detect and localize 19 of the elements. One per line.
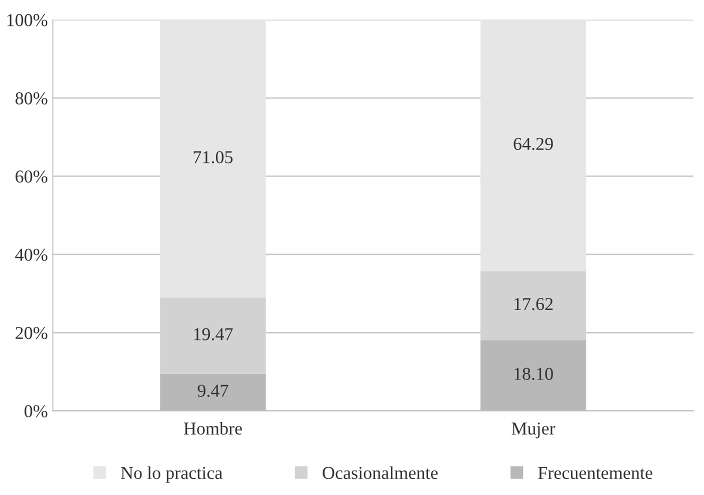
data-label: 71.05 bbox=[194, 151, 233, 164]
data-label: 18.10 bbox=[514, 368, 553, 380]
y-tick-label: 100% bbox=[7, 14, 48, 26]
x-tick-label: Hombre bbox=[184, 422, 242, 435]
x-tick-label: Mujer bbox=[512, 422, 556, 438]
y-tick-label: 80% bbox=[16, 92, 48, 105]
bar bbox=[160, 20, 266, 298]
y-tick-label: 0% bbox=[24, 405, 48, 418]
legend-label: No lo practica bbox=[120, 466, 222, 483]
bar bbox=[480, 20, 586, 272]
data-label: 64.29 bbox=[514, 138, 553, 150]
data-label: 9.47 bbox=[198, 384, 228, 397]
y-tick-label: 40% bbox=[15, 248, 48, 261]
y-tick-label: 20% bbox=[16, 326, 48, 340]
legend-label: Frecuentemente bbox=[538, 467, 652, 480]
data-label: 17.62 bbox=[514, 298, 553, 310]
legend-label: Ocasionalmente bbox=[322, 466, 438, 480]
data-label: 19.47 bbox=[194, 328, 233, 340]
y-tick-label: 60% bbox=[16, 170, 48, 183]
